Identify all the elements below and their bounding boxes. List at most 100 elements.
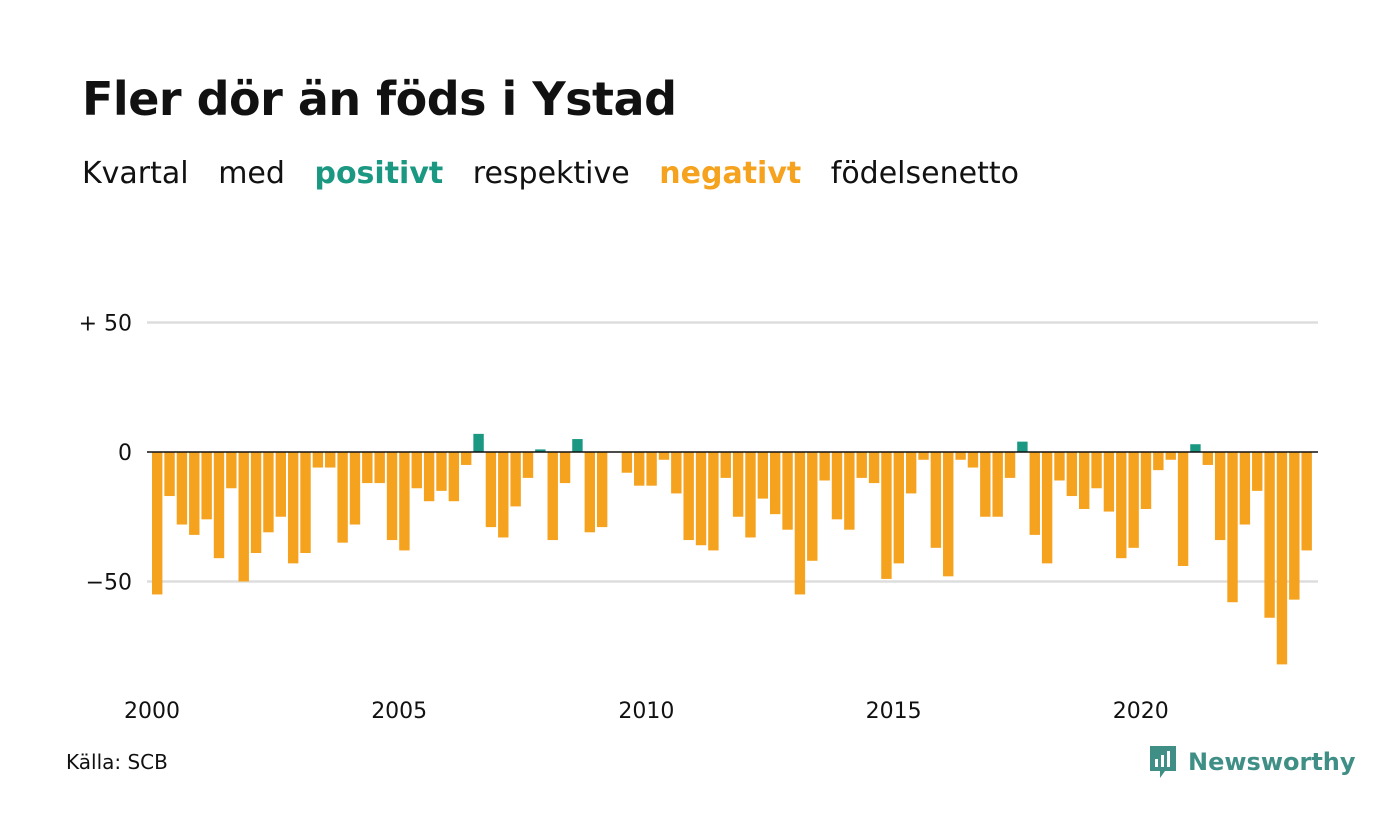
- bar: [312, 452, 324, 468]
- subtitle-part-3: respektive: [472, 156, 630, 191]
- axis-layer: + 50 0 −50 2000 2005 2010 2015 2020: [79, 312, 1318, 724]
- bar: [498, 452, 509, 538]
- x-tick-label: 2005: [371, 699, 427, 724]
- bar: [1066, 452, 1078, 497]
- bar: [1004, 452, 1016, 478]
- bar: [1227, 452, 1238, 603]
- bar: [436, 452, 447, 491]
- bar: [374, 452, 385, 484]
- bar: [1029, 452, 1040, 535]
- bar: [745, 452, 756, 538]
- bar: [1165, 452, 1176, 460]
- bar: [782, 452, 793, 530]
- bar: [535, 449, 546, 452]
- bar: [522, 452, 534, 478]
- subtitle-part-2: med: [218, 156, 285, 191]
- brand-name: Newsworthy: [1188, 748, 1356, 776]
- bar: [325, 452, 336, 468]
- bar: [757, 452, 769, 499]
- bar: [943, 452, 954, 577]
- bar: [176, 452, 188, 525]
- bar: [658, 452, 670, 460]
- bar: [634, 452, 645, 486]
- bar: [287, 452, 299, 564]
- bar: [770, 452, 781, 515]
- bar: [683, 452, 694, 541]
- bar: [164, 452, 175, 497]
- bar: [213, 452, 225, 559]
- x-tick-label: 2010: [618, 699, 674, 724]
- bar: [300, 452, 311, 554]
- bar: [448, 452, 460, 502]
- bar: [572, 439, 583, 452]
- chart-title: Fler dör än föds i Ystad: [82, 72, 677, 126]
- bar: [349, 452, 361, 525]
- bar: [1116, 452, 1127, 559]
- bar: [732, 452, 744, 517]
- bar: [1079, 452, 1090, 509]
- bar: [794, 452, 806, 595]
- bar: [807, 452, 818, 561]
- bar: [1177, 452, 1189, 566]
- bar-layer: [152, 433, 1312, 665]
- bar: [386, 452, 398, 541]
- brand: Newsworthy: [1148, 744, 1356, 780]
- bar: [1214, 452, 1226, 541]
- bar: [881, 452, 892, 579]
- bar: [189, 452, 200, 535]
- bar: [955, 452, 966, 460]
- bar: [1264, 452, 1275, 618]
- bar: [485, 452, 497, 528]
- bar: [1140, 452, 1152, 509]
- subtitle-positive-word: positivt: [314, 156, 444, 191]
- bar: [844, 452, 855, 530]
- bar: [967, 452, 979, 468]
- bar: [275, 452, 286, 517]
- bar: [1153, 452, 1164, 471]
- bar: [584, 452, 595, 533]
- bar: [671, 452, 682, 494]
- bar: [226, 452, 237, 489]
- bar: [201, 452, 212, 520]
- bar: [337, 452, 348, 543]
- bar: [559, 452, 571, 484]
- bar: [399, 452, 410, 551]
- bar: [1128, 452, 1139, 548]
- bar: [1190, 444, 1201, 452]
- bar: [263, 452, 274, 533]
- x-tick-label: 2020: [1113, 699, 1169, 724]
- newsworthy-logo-icon: [1150, 746, 1176, 778]
- y-tick-label: −50: [86, 571, 132, 596]
- bar: [1252, 452, 1263, 491]
- bar: [1017, 441, 1028, 452]
- y-tick-label: + 50: [79, 312, 132, 337]
- subtitle-negative-word: negativt: [659, 156, 802, 191]
- bar: [1276, 452, 1288, 665]
- bar: [646, 452, 657, 486]
- subtitle-part-1: Kvartal: [82, 156, 189, 191]
- bar: [1054, 452, 1065, 481]
- bar: [695, 452, 707, 546]
- subtitle-part-4: födelsenetto: [830, 156, 1019, 191]
- bar: [1091, 452, 1102, 489]
- bar: [250, 452, 262, 554]
- bar: [930, 452, 942, 548]
- bar: [856, 452, 867, 478]
- bar: [893, 452, 904, 564]
- bar: [547, 452, 558, 541]
- bar: [596, 452, 608, 528]
- x-tick-label: 2000: [124, 699, 180, 724]
- bar: [473, 433, 484, 452]
- bar: [362, 452, 373, 484]
- x-tick-label: 2015: [866, 699, 922, 724]
- bar: [918, 452, 929, 460]
- bar: [708, 452, 719, 551]
- bar: [1103, 452, 1115, 512]
- bar: [819, 452, 830, 481]
- source-note: Källa: SCB: [66, 750, 168, 774]
- bar: [992, 452, 1003, 517]
- bar: [1202, 452, 1213, 465]
- bar: [461, 452, 472, 465]
- bar: [1301, 452, 1312, 551]
- bar: [1289, 452, 1300, 600]
